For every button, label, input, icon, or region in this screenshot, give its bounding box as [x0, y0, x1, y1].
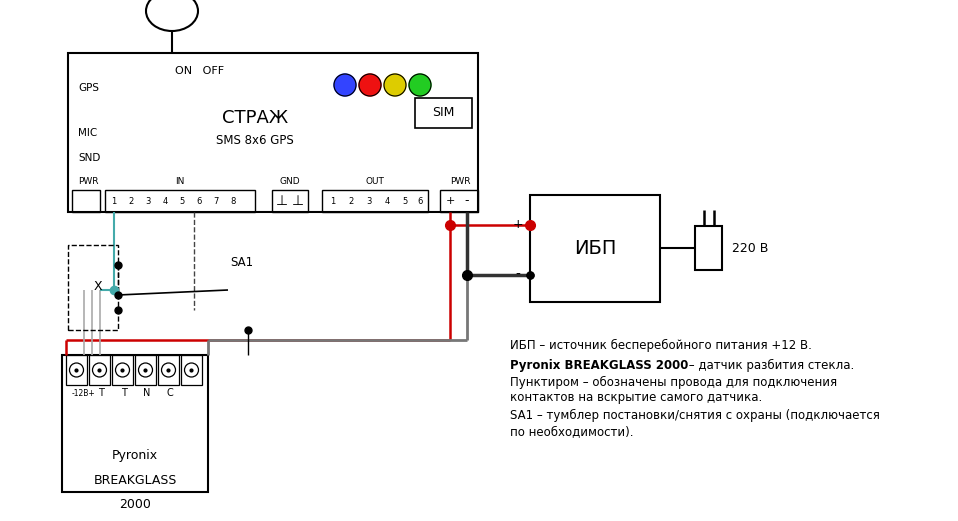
Circle shape — [384, 74, 406, 96]
Text: СТРАЖ: СТРАЖ — [222, 109, 288, 127]
Text: – датчик разбития стекла.: – датчик разбития стекла. — [685, 358, 855, 371]
Text: 2: 2 — [128, 196, 133, 205]
Text: SND: SND — [78, 153, 101, 163]
Text: SA1: SA1 — [230, 255, 253, 268]
Text: -: - — [515, 268, 520, 282]
Text: 1: 1 — [111, 196, 117, 205]
Text: MIC: MIC — [78, 128, 98, 138]
Ellipse shape — [146, 0, 198, 31]
Text: 4: 4 — [384, 196, 390, 205]
Text: ON   OFF: ON OFF — [175, 66, 224, 76]
Text: T: T — [98, 388, 103, 398]
Text: BREAKGLASS: BREAKGLASS — [93, 474, 176, 487]
Text: +: + — [513, 218, 523, 231]
Text: +: + — [445, 196, 455, 206]
Circle shape — [359, 74, 381, 96]
Text: 4: 4 — [162, 196, 168, 205]
Text: 5: 5 — [402, 196, 407, 205]
Text: PWR: PWR — [449, 177, 470, 186]
Text: SIM: SIM — [432, 106, 454, 119]
Text: T: T — [121, 388, 126, 398]
Text: 5: 5 — [179, 196, 185, 205]
Text: 8: 8 — [230, 196, 236, 205]
Text: 2000: 2000 — [119, 499, 151, 512]
Text: 6: 6 — [418, 196, 422, 205]
Text: ИБП: ИБП — [574, 239, 616, 257]
Text: контактов на вскрытие самого датчика.: контактов на вскрытие самого датчика. — [510, 391, 763, 404]
Text: SMS 8x6 GPS: SMS 8x6 GPS — [217, 134, 294, 147]
Text: Pyronix: Pyronix — [112, 449, 158, 462]
Text: Pyronix BREAKGLASS 2000: Pyronix BREAKGLASS 2000 — [510, 358, 689, 371]
Text: -: - — [465, 194, 469, 207]
Text: -12B+: -12B+ — [72, 389, 95, 398]
Text: Пунктиром – обозначены провода для подключения: Пунктиром – обозначены провода для подкл… — [510, 376, 837, 389]
Text: ИБП – источник бесперебойного питания +12 В.: ИБП – источник бесперебойного питания +1… — [510, 339, 811, 352]
Text: 2: 2 — [349, 196, 354, 205]
Text: 220 В: 220 В — [732, 242, 768, 254]
Text: X: X — [94, 280, 103, 293]
Text: 3: 3 — [366, 196, 372, 205]
Text: 1: 1 — [331, 196, 335, 205]
Text: PWR: PWR — [78, 177, 99, 186]
Text: GND: GND — [280, 177, 300, 186]
Text: N: N — [143, 388, 150, 398]
Circle shape — [334, 74, 356, 96]
Text: по необходимости).: по необходимости). — [510, 426, 633, 439]
Text: ⊥: ⊥ — [276, 194, 288, 208]
Text: ⊥: ⊥ — [292, 194, 304, 208]
Text: 7: 7 — [214, 196, 218, 205]
Text: 3: 3 — [146, 196, 150, 205]
Text: IN: IN — [175, 177, 185, 186]
Text: C: C — [166, 388, 172, 398]
Text: 6: 6 — [196, 196, 202, 205]
Text: SA1 – тумблер постановки/снятия с охраны (подключается: SA1 – тумблер постановки/снятия с охраны… — [510, 408, 879, 421]
Text: OUT: OUT — [366, 177, 384, 186]
Text: GPS: GPS — [78, 83, 99, 93]
Circle shape — [409, 74, 431, 96]
